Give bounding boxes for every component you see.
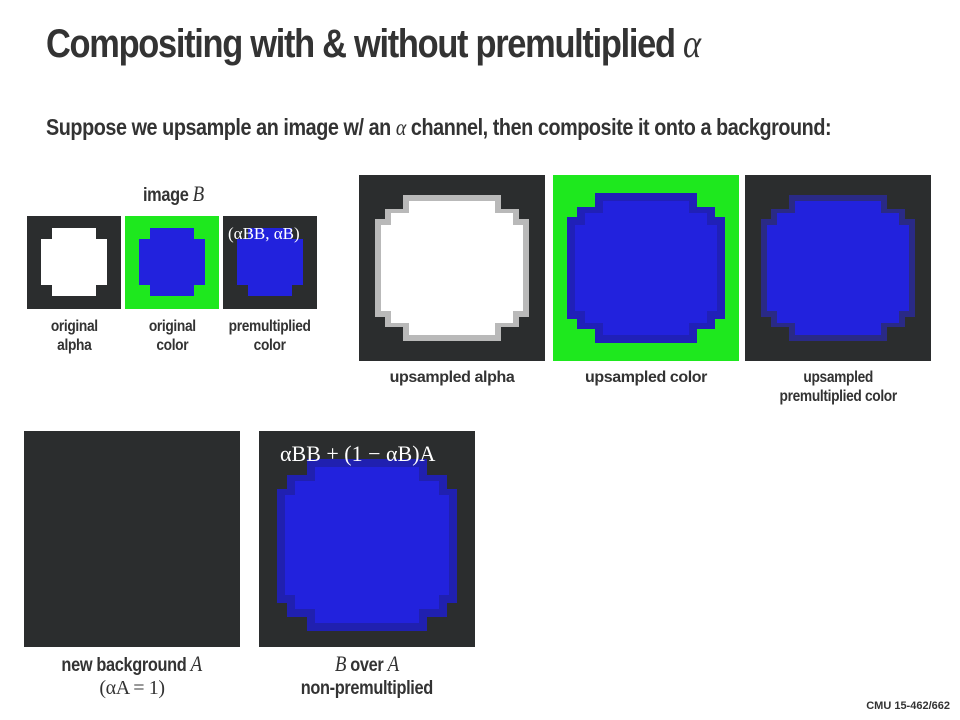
caption-over-text: over [350,655,384,676]
caption-a-symbol: A [387,651,400,676]
caption-new-background-text: new background [61,655,187,676]
caption-upsampled-premultiplied-line2: premultiplied color [779,388,897,405]
subtitle-alpha-symbol: α [395,115,406,140]
original-color-image [125,216,219,309]
course-footer: CMU 15-462/662 [866,700,950,712]
caption-original-alpha-line1: original [50,318,98,335]
new-background-image [24,431,240,647]
image-b-heading: image B [118,182,228,207]
original-alpha-image [27,216,121,309]
image-b-heading-text: image [142,185,189,206]
title-alpha-symbol: α [682,21,701,66]
caption-upsampled-premultiplied: upsampled premultiplied color [745,368,931,406]
caption-original-alpha: original alpha [14,317,134,355]
caption-original-color: original color [112,317,232,355]
caption-original-color-line1: original [148,318,196,335]
caption-alpha-a-note: (αA = 1) [99,677,165,699]
upsampled-premultiplied-image [745,175,931,361]
caption-original-color-line2: color [156,337,188,354]
caption-upsampled-alpha: upsampled alpha [389,369,515,386]
caption-premultiplied-color-line2: color [254,337,286,354]
upsampled-alpha-image [359,175,545,361]
caption-upsampled-color: upsampled color [584,369,708,386]
caption-new-background: new background A (αA = 1) [14,652,250,700]
premultiplied-formula: (αBB, αB) [228,224,300,243]
slide-subtitle: Suppose we upsample an image w/ an α cha… [46,114,832,141]
upsampled-color-image [553,175,739,361]
caption-new-background-symbol: A [191,651,203,676]
caption-original-alpha-line2: alpha [56,337,92,354]
premultiplied-color-image [223,216,317,309]
caption-premultiplied-color: premultiplied color [205,317,335,355]
subtitle-text-before: Suppose we upsample an image w/ an [46,114,391,140]
caption-non-premultiplied: non-premultiplied [300,678,434,699]
b-over-a-image [259,431,475,647]
slide-title-text: Compositing with & without premultiplied [46,22,676,66]
caption-upsampled-premultiplied-line1: upsampled [803,369,873,386]
subtitle-text-after: channel, then composite it onto a backgr… [410,114,832,140]
image-b-symbol: B [192,181,204,206]
caption-b-symbol: B [334,651,347,676]
caption-premultiplied-color-line1: premultiplied [229,318,311,335]
slide-title: Compositing with & without premultiplied… [46,20,701,67]
over-formula: αBB + (1 − αB)A [280,441,436,466]
